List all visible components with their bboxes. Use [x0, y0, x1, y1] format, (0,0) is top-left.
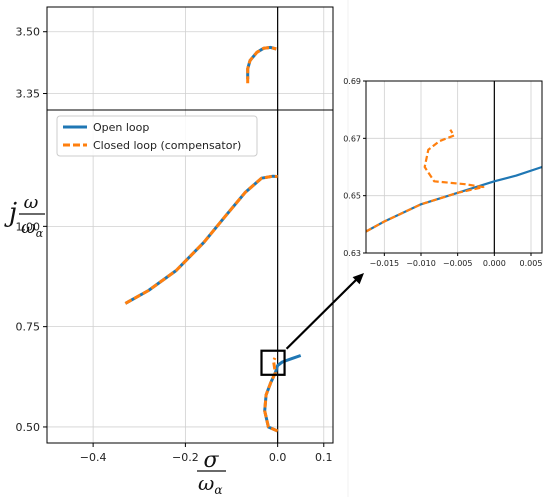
- legend-label-closed-loop: Closed loop (compensator): [93, 139, 241, 152]
- zoom-arrow: [285, 277, 359, 350]
- inset-axes-frame: [365, 80, 543, 254]
- x-tick-label: −0.2: [172, 451, 199, 464]
- inset-x-tick-label: 0.000: [483, 259, 506, 268]
- inset-y-tick-label: 0.69: [343, 77, 361, 86]
- x-tick-label: 0.0: [269, 451, 287, 464]
- x-tick-label: 0.1: [315, 451, 333, 464]
- y-label-denominator: ωα: [21, 217, 44, 240]
- legend-box: [56, 115, 258, 157]
- inset-closed-loop-line: [365, 129, 485, 233]
- inset-y-tick-label: 0.67: [343, 134, 361, 143]
- y-tick-label: 3.35: [16, 88, 41, 101]
- main-series-lines: [124, 45, 302, 433]
- inset-x-tick-label: 0.005: [520, 259, 543, 268]
- main-plot-panel: −0.4 −0.2 0.0 0.1 3.35 3.50 0.50 0.75 1.00: [16, 6, 364, 464]
- main-axes-frame: [46, 6, 334, 444]
- y-tick-label: 3.50: [16, 26, 41, 39]
- closed-loop-line: [124, 174, 278, 305]
- inset-frame: [365, 80, 543, 254]
- inset-plot-panel: −0.015 −0.010 −0.005 0.000 0.005 0.63 0.65 0.67…: [343, 77, 543, 268]
- y-label-numerator: ω: [24, 192, 39, 213]
- inset-series-lines: [365, 129, 543, 233]
- zoom-arrow-head: [352, 273, 364, 285]
- zoom-box: [260, 349, 286, 376]
- inset-y-tick-label: 0.65: [343, 192, 361, 201]
- x-tick-label: −0.4: [80, 451, 107, 464]
- inset-tick-labels: −0.015 −0.010 −0.005 0.000 0.005 0.63 0.65 0.67…: [343, 77, 542, 268]
- inset-y-tick-label: 0.63: [343, 249, 361, 258]
- main-frame: [46, 6, 334, 444]
- x-axis-label: σ ωα: [197, 448, 226, 497]
- closed-loop-line: [246, 45, 277, 84]
- y-tick-label: 1.00: [16, 220, 41, 233]
- closed-loop-line: [263, 357, 279, 433]
- x-label-numerator: σ: [203, 448, 219, 473]
- x-label-denominator: ωα: [198, 471, 222, 497]
- inset-x-tick-label: −0.010: [406, 259, 436, 268]
- y-tick-label: 0.50: [16, 421, 41, 434]
- legend: Open loop Closed loop (compensator): [56, 115, 258, 157]
- zoom-indicator: [260, 273, 364, 376]
- legend-label-open-loop: Open loop: [93, 121, 149, 134]
- inset-x-tick-label: −0.005: [443, 259, 473, 268]
- main-tick-labels: −0.4 −0.2 0.0 0.1 3.35 3.50 0.50 0.75 1.00: [16, 26, 333, 464]
- inset-x-tick-label: −0.015: [370, 259, 400, 268]
- y-tick-label: 0.75: [16, 321, 41, 334]
